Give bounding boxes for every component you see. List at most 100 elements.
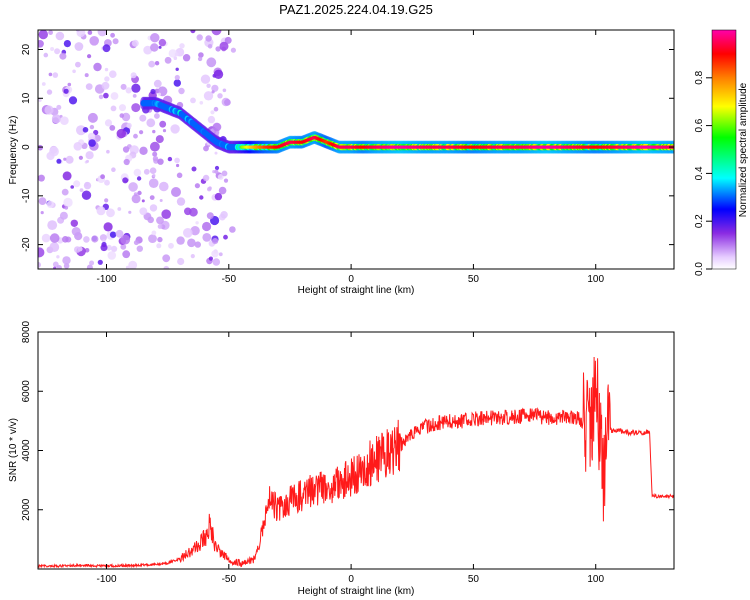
y-tick-label: 0 xyxy=(21,144,32,150)
heatmap-noise-blob xyxy=(106,208,115,218)
heatmap-noise-blob xyxy=(220,211,228,219)
snr-panel: -100 -50 0 50 100 2000 4000 6000 8000 Height of… xyxy=(8,320,675,597)
heatmap-noise-blob xyxy=(159,199,163,202)
heatmap-noise-blob xyxy=(183,228,193,238)
x-tick-label: 50 xyxy=(468,274,480,285)
heatmap-noise-blob xyxy=(212,238,219,245)
heatmap-noise-blob xyxy=(174,157,180,164)
heatmap-noise-blob xyxy=(63,40,71,48)
heatmap-noise-blob xyxy=(83,181,92,190)
heatmap-noise-blob xyxy=(143,168,150,175)
heatmap-noise-blob xyxy=(89,124,95,130)
heatmap-noise-blob xyxy=(219,41,229,51)
heatmap-noise-blob xyxy=(56,104,62,110)
heatmap-noise-blob xyxy=(200,74,211,84)
heatmap-noise-blob xyxy=(205,35,212,42)
heatmap-noise-blob xyxy=(74,42,84,51)
heatmap-noise-blob xyxy=(198,52,204,58)
heatmap-noise-blob xyxy=(230,47,236,53)
heatmap-noise-blob xyxy=(73,142,83,151)
heatmap-noise-blob xyxy=(86,159,89,163)
snr-x-label: Height of straight line (km) xyxy=(298,586,415,597)
heatmap-noise-blob xyxy=(168,49,177,58)
y-tick-label: -10 xyxy=(21,188,32,203)
heatmap-noise-blob xyxy=(79,188,84,193)
heatmap-noise-blob xyxy=(78,155,83,160)
heatmap-noise-blob xyxy=(119,113,125,118)
colorbar-tick-label: 0.4 xyxy=(694,166,705,180)
heatmap-noise-blob xyxy=(53,266,57,269)
heatmap-noise-blob xyxy=(167,156,173,162)
heatmap-noise-blob xyxy=(222,88,227,93)
heatmap-noise-blob xyxy=(102,44,111,53)
heatmap-noise-blob xyxy=(123,158,130,166)
heatmap-noise-blob xyxy=(203,145,209,152)
heatmap-noise-blob xyxy=(62,256,71,265)
heatmap-noise-blob xyxy=(217,174,224,180)
heatmap-noise-blob xyxy=(229,226,236,233)
heatmap-noise-blob xyxy=(196,34,203,41)
heatmap-noise-blob xyxy=(137,190,142,196)
heatmap-noise-blob xyxy=(203,91,214,101)
heatmap-noise-blob xyxy=(104,119,113,127)
heatmap-noise-blob xyxy=(136,245,143,252)
heatmap-noise-blob xyxy=(87,30,93,35)
heatmap-noise-blob xyxy=(104,67,109,72)
heatmap-noise-blob xyxy=(139,130,144,135)
y-tick-label: 20 xyxy=(21,44,32,56)
heatmap-noise-blob xyxy=(195,221,199,225)
heatmap-noise-blob xyxy=(168,242,174,249)
heatmap-noise-blob xyxy=(157,224,163,229)
heatmap-noise-blob xyxy=(170,124,180,134)
heatmap-noise-blob xyxy=(133,240,139,246)
heatmap-noise-blob xyxy=(84,73,89,78)
heatmap-noise-blob xyxy=(112,38,119,45)
heatmap-noise-blob xyxy=(64,205,69,210)
heatmap-noise-blob xyxy=(210,110,215,115)
heatmap-noise-blob xyxy=(152,156,159,162)
heatmap-noise-blob xyxy=(63,157,67,161)
heatmap-noise-blob xyxy=(70,185,74,189)
heatmap-noise-blob xyxy=(146,118,156,128)
heatmap-noise-blob xyxy=(128,182,138,192)
heatmap-noise-blob xyxy=(56,255,60,259)
heatmap-noise-blob xyxy=(49,242,60,253)
heatmap-noise-blob xyxy=(81,190,92,200)
heatmap-noise-blob xyxy=(152,174,156,178)
heatmap-noise-blob xyxy=(153,79,162,88)
y-tick-label: 8000 xyxy=(21,320,32,343)
heatmap-noise-blob xyxy=(218,252,223,257)
y-tick-label: 2000 xyxy=(21,498,32,521)
heatmap-noise-blob xyxy=(51,114,62,124)
heatmap-noise-blob xyxy=(148,178,159,188)
heatmap-noise-blob xyxy=(207,115,216,124)
heatmap-noise-blob xyxy=(89,260,95,266)
heatmap-noise-blob xyxy=(150,141,160,152)
heatmap-noise-blob xyxy=(157,158,164,165)
heatmap-noise-blob xyxy=(133,168,142,177)
heatmap-noise-blob xyxy=(173,56,178,60)
x-tick-label: 50 xyxy=(468,574,480,585)
heatmap-noise-blob xyxy=(194,183,200,189)
heatmap-noise-blob xyxy=(156,216,164,225)
heatmap-noise-blob xyxy=(87,112,98,123)
heatmap-noise-blob xyxy=(125,87,132,94)
heatmap-noise-blob xyxy=(212,258,221,266)
heatmap-noise-blob xyxy=(106,244,112,251)
heatmap-noise-blob xyxy=(103,92,109,99)
heatmap-noise-blob xyxy=(104,179,110,186)
heatmap-noise-blob xyxy=(97,259,103,265)
heatmap-noise-blob xyxy=(68,96,78,105)
heatmap-noise-blob xyxy=(211,30,222,36)
heatmap-noise-blob xyxy=(130,72,137,79)
x-tick-label: -100 xyxy=(96,274,116,285)
heatmap-noise-blob xyxy=(72,69,76,74)
heatmap-noise-blob xyxy=(158,45,162,49)
heatmap-noise-blob xyxy=(154,61,160,66)
heatmap-noise-blob xyxy=(49,233,60,243)
heatmap-noise-blob xyxy=(101,81,110,90)
heatmap-noise-blob xyxy=(107,251,117,260)
heatmap-noise-blob xyxy=(103,222,113,232)
heatmap-noise-blob xyxy=(206,57,217,68)
heatmap-noise-blob xyxy=(109,231,117,238)
